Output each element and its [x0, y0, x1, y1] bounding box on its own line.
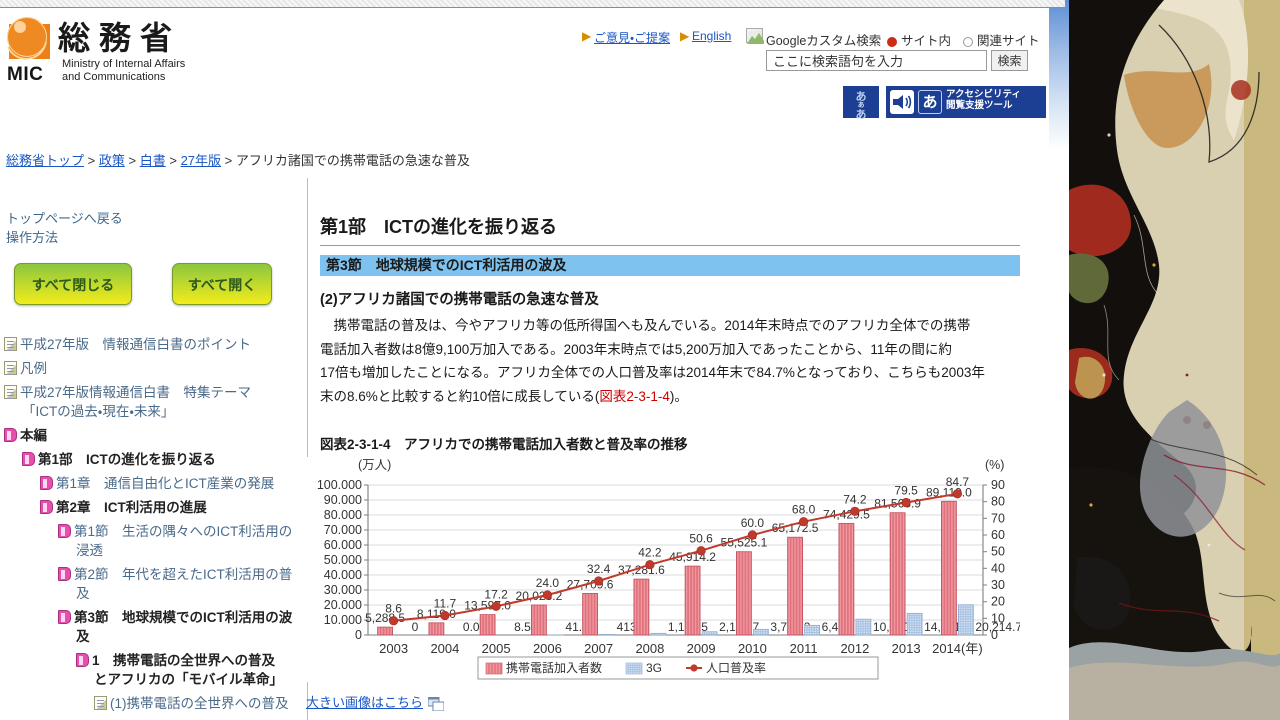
svg-text:24.0: 24.0 — [536, 576, 560, 590]
svg-text:60.0: 60.0 — [741, 516, 765, 530]
svg-text:79.5: 79.5 — [894, 484, 918, 498]
svg-text:74.2: 74.2 — [843, 492, 867, 506]
svg-text:2014(年): 2014(年) — [932, 641, 983, 656]
svg-text:2006: 2006 — [533, 641, 562, 656]
svg-text:携帯電話加入者数: 携帯電話加入者数 — [506, 660, 602, 675]
svg-text:30: 30 — [991, 578, 1005, 592]
svg-text:人口普及率: 人口普及率 — [706, 661, 766, 675]
svg-text:2007: 2007 — [584, 641, 613, 656]
svg-text:2008: 2008 — [635, 641, 664, 656]
svg-text:37,281.6: 37,281.6 — [618, 563, 665, 577]
svg-text:2010: 2010 — [738, 641, 767, 656]
svg-text:42.2: 42.2 — [638, 546, 662, 560]
svg-text:2005: 2005 — [482, 641, 511, 656]
svg-text:68.0: 68.0 — [792, 503, 816, 517]
svg-text:70: 70 — [991, 511, 1005, 525]
svg-text:50: 50 — [991, 545, 1005, 559]
svg-text:8.6: 8.6 — [385, 602, 402, 616]
svg-text:60.000: 60.000 — [324, 538, 362, 552]
svg-text:3G: 3G — [646, 661, 662, 675]
svg-text:10.000: 10.000 — [324, 613, 362, 627]
svg-text:2013: 2013 — [892, 641, 921, 656]
svg-text:32.4: 32.4 — [587, 562, 611, 576]
svg-text:40: 40 — [991, 561, 1005, 575]
svg-text:17.2: 17.2 — [484, 587, 508, 601]
svg-text:30.000: 30.000 — [324, 583, 362, 597]
svg-text:20.000: 20.000 — [324, 598, 362, 612]
svg-text:11.7: 11.7 — [434, 597, 457, 611]
svg-text:80: 80 — [991, 495, 1005, 509]
svg-text:2003: 2003 — [379, 641, 408, 656]
svg-text:50.000: 50.000 — [324, 553, 362, 567]
svg-text:(万人): (万人) — [358, 458, 391, 472]
svg-text:20: 20 — [991, 595, 1005, 609]
svg-text:60: 60 — [991, 528, 1005, 542]
svg-text:0: 0 — [412, 620, 419, 634]
svg-text:80.000: 80.000 — [324, 508, 362, 522]
svg-text:40.000: 40.000 — [324, 568, 362, 582]
svg-text:20,214.7: 20,214.7 — [975, 620, 1020, 634]
svg-text:2011: 2011 — [790, 641, 818, 656]
svg-text:(%): (%) — [985, 458, 1004, 472]
svg-text:90: 90 — [991, 478, 1005, 492]
svg-text:8.5: 8.5 — [514, 620, 531, 634]
svg-text:2012: 2012 — [840, 641, 869, 656]
svg-text:90.000: 90.000 — [324, 493, 362, 507]
svg-text:0: 0 — [355, 628, 362, 642]
svg-text:27,709.6: 27,709.6 — [567, 577, 614, 591]
svg-text:2009: 2009 — [687, 641, 716, 656]
svg-text:70.000: 70.000 — [324, 523, 362, 537]
svg-text:84.7: 84.7 — [946, 475, 970, 489]
svg-text:2004: 2004 — [430, 641, 459, 656]
svg-text:50.6: 50.6 — [689, 532, 713, 546]
svg-text:100.000: 100.000 — [317, 478, 362, 492]
